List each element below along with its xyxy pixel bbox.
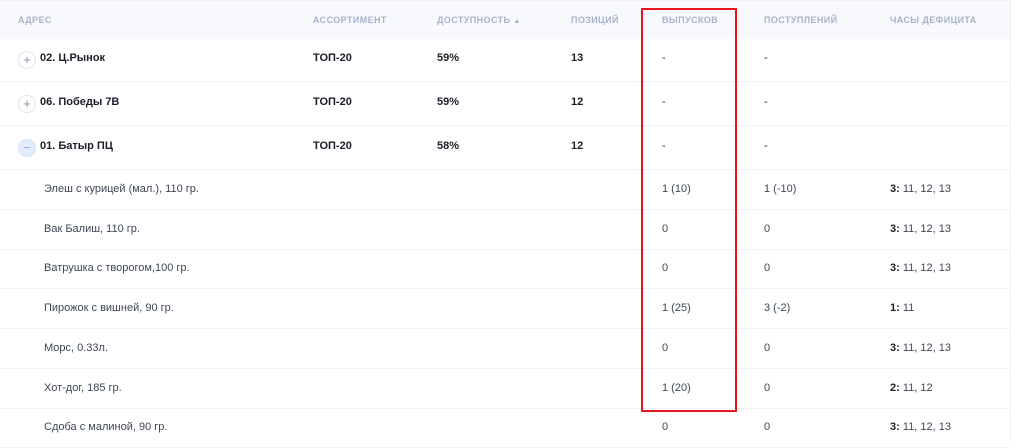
item-row: Элеш с курицей (мал.), 110 гр. 1 (10) 1 … [0, 170, 1010, 210]
deficit-hours-count: 3: [890, 341, 900, 354]
item-name: Вак Балиш, 110 гр. [44, 222, 140, 235]
group-row[interactable]: + 02. Ц.Рынок ТОП-20 59% 13 - - [0, 38, 1010, 82]
deficit-hours-list: 11, 12, 13 [899, 341, 951, 354]
item-receipts: 0 [764, 381, 771, 394]
group-releases: - [662, 140, 666, 152]
header-positions[interactable]: ПОЗИЦИЙ [571, 15, 619, 25]
deficit-hours-count: 3: [890, 262, 900, 275]
item-name: Сдоба с малиной, 90 гр. [44, 421, 168, 434]
header-deficit-hours[interactable]: ЧАСЫ ДЕФИЦИТА [890, 15, 977, 25]
item-deficit-hours: 3: 11, 12, 13 [890, 421, 951, 433]
group-releases: - [662, 52, 666, 64]
item-receipts: 3 (-2) [764, 302, 791, 315]
item-releases: 1 (10) [662, 183, 691, 195]
deficit-hours-list: 11, 12 [899, 381, 933, 394]
item-name: Хот-дог, 185 гр. [44, 381, 122, 394]
item-row: Сдоба с малиной, 90 гр. 0 0 3: 11, 12, 1… [0, 408, 1010, 448]
item-receipts: 0 [764, 421, 771, 434]
item-releases: 0 [662, 262, 669, 275]
item-deficit-hours: 2: 11, 12 [890, 382, 933, 394]
item-deficit-hours: 3: 11, 12, 13 [890, 342, 951, 354]
deficit-hours-list: 11, 12, 13 [899, 421, 951, 434]
item-deficit-hours: 1: 11 [890, 302, 914, 314]
header-releases[interactable]: ВЫПУСКОВ [662, 15, 719, 25]
item-releases: 0 [662, 341, 669, 354]
item-releases: 1 (20) [662, 381, 691, 394]
item-name: Ватрушка с творогом,100 гр. [44, 262, 190, 275]
table-header: АДРЕС АССОРТИМЕНТ ДОСТУПНОСТЬ ▲︎ ПОЗИЦИЙ… [0, 0, 1010, 39]
group-assortment: ТОП-20 [313, 52, 352, 64]
group-address: 02. Ц.Рынок [40, 52, 106, 64]
header-availability-label: ДОСТУПНОСТЬ [437, 15, 511, 25]
group-row[interactable]: + 06. Победы 7В ТОП-20 59% 12 - - [0, 82, 1010, 126]
item-name: Морс, 0.33л. [44, 341, 109, 354]
item-deficit-hours: 3: 11, 12, 13 [890, 262, 951, 274]
item-releases: 0 [662, 421, 669, 434]
item-name: Элеш с курицей (мал.), 110 гр. [44, 183, 199, 195]
deficit-hours-list: 11, 12, 13 [899, 262, 951, 275]
item-row: Вак Балиш, 110 гр. 0 0 3: 11, 12, 13 [0, 210, 1010, 250]
group-availability: 59% [437, 52, 460, 64]
header-receipts[interactable]: ПОСТУПЛЕНИЙ [764, 15, 838, 25]
deficit-hours-count: 3: [890, 183, 900, 195]
deficit-hours-list: 11, 12, 13 [899, 183, 951, 195]
group-address: 06. Победы 7В [40, 96, 120, 108]
group-positions: 12 [571, 140, 584, 152]
item-receipts: 0 [764, 341, 771, 354]
item-name: Пирожок с вишней, 90 гр. [44, 302, 174, 315]
group-positions: 12 [571, 96, 584, 108]
group-availability: 59% [437, 96, 460, 108]
header-availability[interactable]: ДОСТУПНОСТЬ ▲︎ [437, 15, 521, 25]
deficit-hours-count: 1: [890, 302, 900, 315]
item-receipts: 1 (-10) [764, 183, 797, 195]
collapse-icon[interactable]: − [18, 139, 36, 157]
header-assortment[interactable]: АССОРТИМЕНТ [313, 15, 387, 25]
item-releases: 1 (25) [662, 302, 691, 315]
group-row[interactable]: − 01. Батыр ПЦ ТОП-20 58% 12 - - [0, 126, 1010, 170]
deficit-hours-list: 11 [899, 302, 915, 315]
deficit-hours-count: 3: [890, 222, 900, 235]
item-row: Пирожок с вишней, 90 гр. 1 (25) 3 (-2) 1… [0, 289, 1010, 330]
group-receipts: - [764, 52, 768, 64]
item-deficit-hours: 3: 11, 12, 13 [890, 183, 951, 195]
item-row: Хот-дог, 185 гр. 1 (20) 0 2: 11, 12 [0, 369, 1010, 409]
group-assortment: ТОП-20 [313, 96, 352, 108]
deficit-hours-count: 2: [890, 381, 900, 394]
group-positions: 13 [571, 52, 584, 64]
deficit-hours-list: 11, 12, 13 [899, 222, 951, 235]
item-row: Ватрушка с творогом,100 гр. 0 0 3: 11, 1… [0, 249, 1010, 290]
group-address: 01. Батыр ПЦ [40, 140, 113, 152]
expand-icon[interactable]: + [18, 95, 36, 113]
item-row: Морс, 0.33л. 0 0 3: 11, 12, 13 [0, 329, 1010, 369]
group-releases: - [662, 96, 666, 108]
header-address[interactable]: АДРЕС [18, 15, 52, 25]
item-receipts: 0 [764, 222, 771, 235]
group-receipts: - [764, 140, 768, 152]
deficit-hours-count: 3: [890, 421, 900, 434]
group-availability: 58% [437, 140, 460, 152]
expand-icon[interactable]: + [18, 51, 36, 69]
sort-icon[interactable]: ▲︎ [513, 18, 521, 25]
item-deficit-hours: 3: 11, 12, 13 [890, 223, 951, 235]
item-receipts: 0 [764, 262, 771, 275]
group-receipts: - [764, 96, 768, 108]
item-releases: 0 [662, 222, 669, 235]
group-assortment: ТОП-20 [313, 140, 352, 152]
